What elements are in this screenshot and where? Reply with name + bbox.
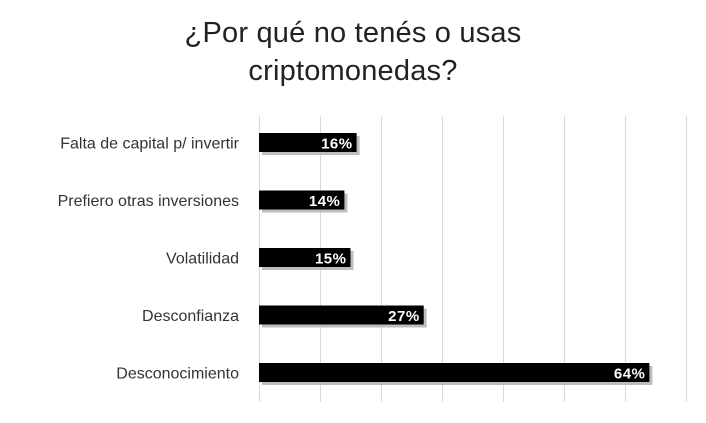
value-label-4: 27% — [388, 308, 420, 325]
bar-2 — [259, 190, 345, 210]
chart-title: ¿Por qué no tenés o usas criptomonedas? — [0, 14, 706, 90]
bar-4 — [259, 305, 424, 325]
chart-title-line-2: criptomonedas? — [248, 55, 458, 87]
value-label-2: 14% — [309, 193, 341, 210]
value-label-1: 16% — [321, 136, 353, 153]
bar-3 — [259, 248, 351, 267]
value-label-3: 15% — [315, 251, 347, 268]
category-label-5: Desconocimiento — [116, 366, 239, 383]
category-label-2: Prefiero otras inversiones — [58, 193, 239, 210]
value-label-5: 64% — [614, 366, 646, 383]
category-label-1: Falta de capital p/ invertir — [60, 136, 239, 153]
category-label-4: Desconfianza — [142, 308, 239, 325]
chart-title-line-1: ¿Por qué no tenés o usas — [184, 17, 522, 49]
category-label-3: Volatilidad — [166, 251, 239, 268]
bar-5 — [259, 363, 650, 382]
bar-1 — [259, 133, 357, 152]
